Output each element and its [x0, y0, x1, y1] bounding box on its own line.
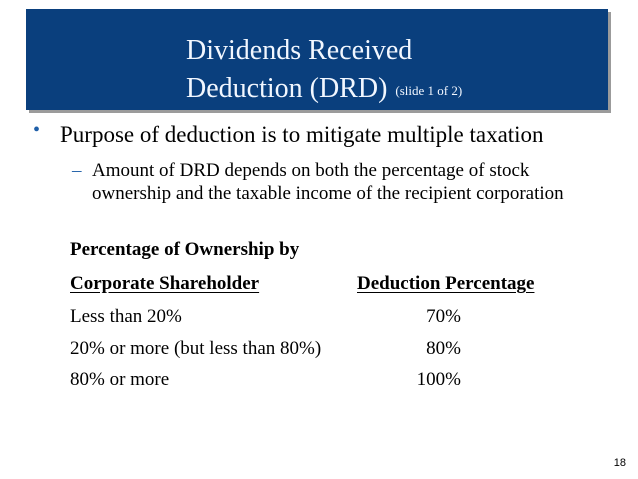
table-header-col1: Corporate Shareholder [70, 273, 260, 294]
table-row-3-ownership: 80% or more [70, 369, 170, 390]
table-row-2-deduction: 80% [426, 338, 461, 359]
dash-icon: – [72, 160, 82, 181]
main-bullet-text: Purpose of deduction is to mitigate mult… [60, 122, 544, 147]
slide-title-line-1: Dividends Received [186, 35, 413, 66]
slide-title-line-2: Deduction (DRD) (slide 1 of 2) [186, 73, 462, 109]
table-row-1-ownership: Less than 20% [70, 306, 182, 327]
slide-subtitle: (slide 1 of 2) [395, 83, 463, 98]
sub-bullet-text: Amount of DRD depends on both the percen… [92, 160, 564, 204]
bullet-dot-icon: • [33, 119, 41, 141]
table-row-1-deduction: 70% [426, 306, 461, 327]
table-header-line1: Percentage of Ownership by [70, 239, 300, 260]
title-banner: Dividends Received Deduction (DRD) (slide… [26, 9, 608, 110]
slide-title-main: Deduction (DRD) [186, 73, 388, 104]
page-number: 18 [613, 457, 626, 469]
table-header-col2: Deduction Percentage [357, 273, 535, 294]
table-row-2-ownership: 20% or more (but less than 80%) [70, 338, 322, 359]
table-row-3-deduction: 100% [416, 369, 461, 390]
